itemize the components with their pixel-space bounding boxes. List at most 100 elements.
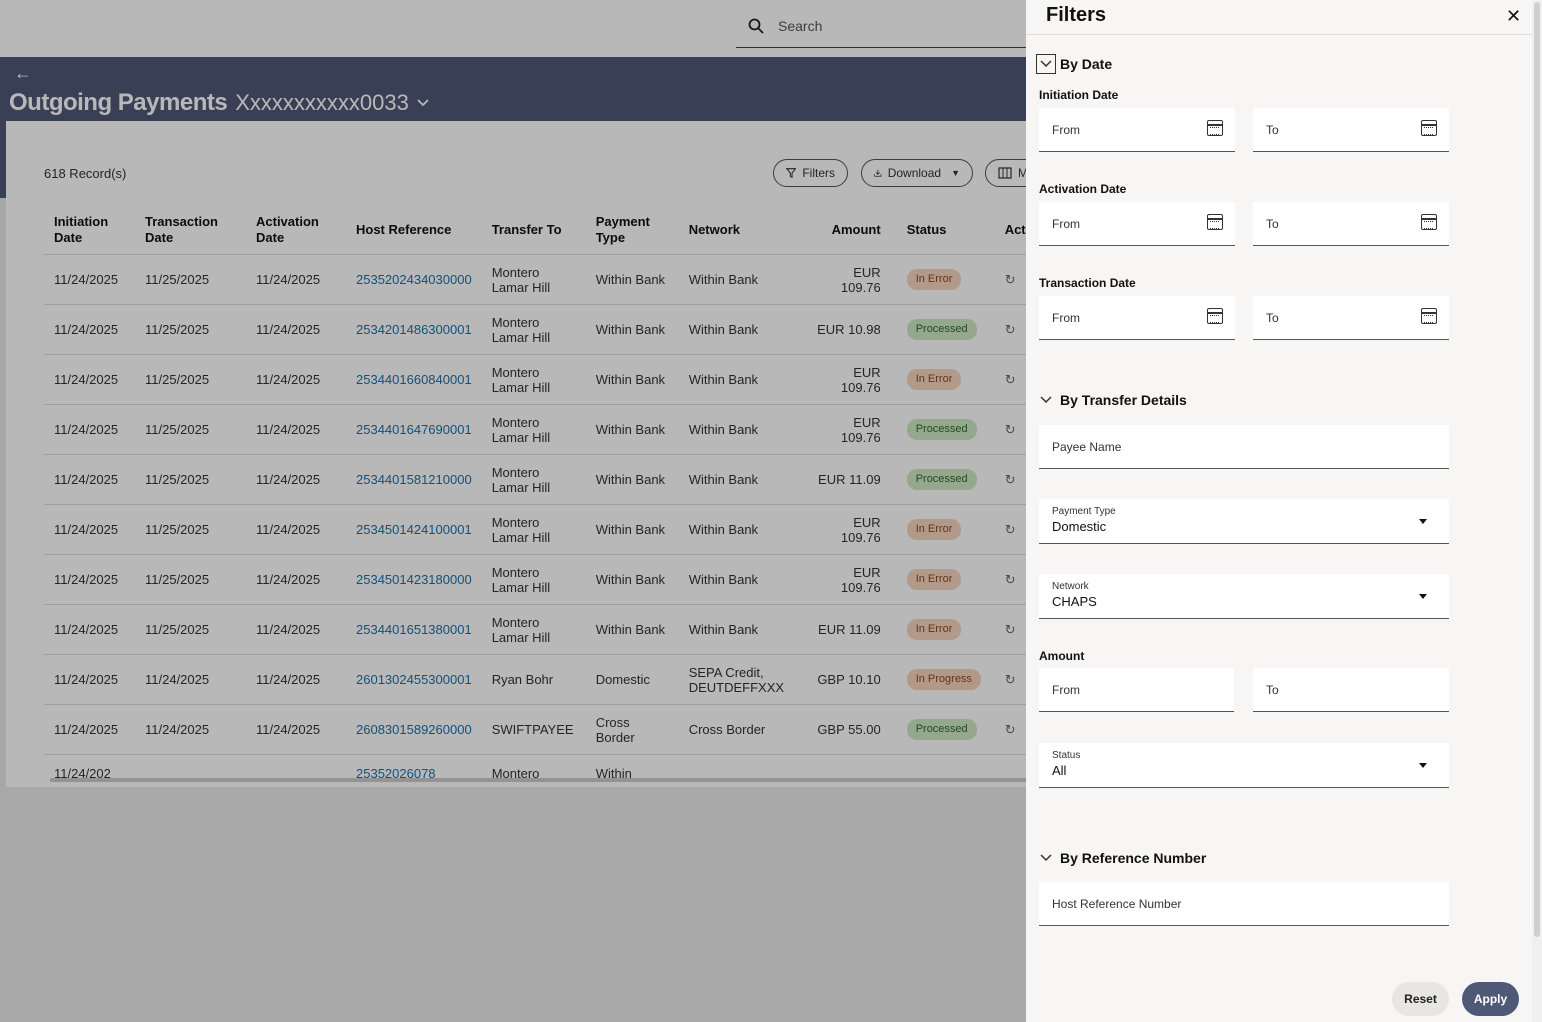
initiation-from-field[interactable]: From: [1039, 108, 1235, 152]
amount-label: Amount: [1039, 649, 1085, 663]
cell-type: Within Bank: [585, 554, 679, 605]
calendar-icon[interactable]: [1421, 214, 1437, 230]
close-icon[interactable]: ✕: [1506, 6, 1522, 26]
cell-ref[interactable]: 2534201486300001: [346, 304, 482, 355]
field-placeholder: From: [1052, 216, 1080, 231]
refresh-icon[interactable]: ↻: [1004, 372, 1016, 387]
chevron-down-icon[interactable]: [1036, 390, 1056, 410]
filters-button[interactable]: Filters: [773, 159, 848, 187]
refresh-icon[interactable]: ↻: [1004, 672, 1016, 687]
table-row[interactable]: 11/24/202 25352026078 Montero Within: [44, 754, 1036, 781]
col-amount[interactable]: Amount: [831, 222, 881, 237]
amount-from-field[interactable]: From: [1039, 668, 1234, 712]
panel-scrollbar[interactable]: [1532, 0, 1542, 1022]
transaction-from-field[interactable]: From: [1039, 296, 1235, 340]
columns-icon: [998, 167, 1012, 179]
chevron-down-icon[interactable]: [1036, 848, 1056, 868]
reset-button[interactable]: Reset: [1392, 982, 1449, 1016]
search-input[interactable]: Search: [778, 17, 823, 34]
chevron-down-icon[interactable]: [1036, 54, 1056, 74]
by-reference-section[interactable]: By Reference Number: [1036, 848, 1206, 868]
cell-ref[interactable]: 2534401647690001: [346, 404, 482, 455]
cell-ref[interactable]: 25352026078: [346, 754, 482, 781]
refresh-icon[interactable]: ↻: [1004, 722, 1016, 737]
col-transaction-date[interactable]: Transaction Date: [145, 214, 218, 245]
chevron-down-icon[interactable]: [417, 99, 429, 107]
table-body: 11/24/2025 11/25/2025 11/24/2025 2535202434…: [44, 254, 1036, 781]
initiation-to-field[interactable]: To: [1253, 108, 1449, 152]
transaction-date-label: Transaction Date: [1039, 276, 1136, 290]
col-status[interactable]: Status: [906, 222, 947, 237]
table-row[interactable]: 11/24/2025 11/25/2025 11/24/2025 2534401581…: [44, 454, 1036, 505]
table-row[interactable]: 11/24/2025 11/25/2025 11/24/2025 2535202434…: [44, 254, 1036, 305]
scrollbar-thumb[interactable]: [1534, 2, 1540, 937]
cell-status: In Error: [890, 254, 995, 305]
table-row[interactable]: 11/24/2025 11/25/2025 11/24/2025 2534501424…: [44, 504, 1036, 555]
activation-to-field[interactable]: To: [1253, 202, 1449, 246]
cell-ref[interactable]: 2534401651380001: [346, 604, 482, 655]
cell-type: Cross Border: [585, 704, 679, 755]
status-badge: In Error: [906, 369, 962, 390]
calendar-icon[interactable]: [1207, 308, 1223, 324]
table-row[interactable]: 11/24/2025 11/25/2025 11/24/2025 2534401651…: [44, 604, 1036, 655]
cell-amount: EUR 11.09: [806, 604, 891, 655]
arrow-left-icon[interactable]: ←: [14, 63, 32, 83]
cell-ref[interactable]: 2534401660840001: [346, 354, 482, 405]
table-row[interactable]: 11/24/2025 11/25/2025 11/24/2025 2534501423…: [44, 554, 1036, 605]
status-select[interactable]: Status All: [1039, 743, 1449, 788]
refresh-icon[interactable]: ↻: [1004, 322, 1016, 337]
cell-act: 11/24/2025: [246, 304, 346, 355]
cell-status: In Error: [890, 604, 995, 655]
horizontal-scrollbar[interactable]: [50, 778, 1036, 782]
table-row[interactable]: 11/24/2025 11/24/2025 11/24/2025 2601302455…: [44, 654, 1036, 705]
cell-to: Montero Lamar Hill: [481, 554, 586, 605]
download-button[interactable]: Download ▼: [861, 159, 973, 187]
refresh-icon[interactable]: ↻: [1004, 472, 1016, 487]
refresh-icon[interactable]: ↻: [1004, 622, 1016, 637]
table-row[interactable]: 11/24/2025 11/25/2025 11/24/2025 2534401647…: [44, 404, 1036, 455]
amount-to-field[interactable]: To: [1253, 668, 1449, 712]
payee-name-field[interactable]: Payee Name: [1039, 425, 1449, 469]
activation-from-field[interactable]: From: [1039, 202, 1235, 246]
cell-trans: 11/24/2025: [135, 654, 246, 705]
cell-ref[interactable]: 2534501424100001: [346, 504, 482, 555]
calendar-icon[interactable]: [1421, 120, 1437, 136]
col-host-reference[interactable]: Host Reference: [356, 222, 452, 237]
search-bar[interactable]: Search: [736, 4, 1036, 48]
cell-ref[interactable]: 2601302455300001: [346, 654, 482, 705]
col-transfer-to[interactable]: Transfer To: [491, 222, 562, 237]
refresh-icon[interactable]: ↻: [1004, 572, 1016, 587]
col-payment-type[interactable]: Payment Type: [595, 214, 650, 245]
cell-ref[interactable]: 2535202434030000: [346, 254, 482, 305]
cell-ref[interactable]: 2608301589260000: [346, 704, 482, 755]
status-badge: In Error: [906, 269, 962, 290]
cell-network: Within Bank: [678, 604, 807, 655]
refresh-icon[interactable]: ↻: [1004, 522, 1016, 537]
caret-down-icon: [1419, 594, 1427, 599]
calendar-icon[interactable]: [1207, 120, 1223, 136]
network-select[interactable]: Network CHAPS: [1039, 574, 1449, 619]
by-date-section[interactable]: By Date: [1036, 54, 1112, 74]
apply-button[interactable]: Apply: [1462, 982, 1519, 1016]
cell-ref[interactable]: 2534501423180000: [346, 554, 482, 605]
table-row[interactable]: 11/24/2025 11/24/2025 11/24/2025 2608301589…: [44, 704, 1036, 755]
table-row[interactable]: 11/24/2025 11/25/2025 11/24/2025 2534201486…: [44, 304, 1036, 355]
col-activation-date[interactable]: Activation Date: [256, 214, 319, 245]
col-network[interactable]: Network: [688, 222, 740, 237]
refresh-icon[interactable]: ↻: [1004, 272, 1016, 287]
cell-amount: GBP 10.10: [806, 654, 891, 705]
col-initiation-date[interactable]: Initiation Date: [54, 214, 109, 245]
transaction-to-field[interactable]: To: [1253, 296, 1449, 340]
payment-type-select[interactable]: Payment Type Domestic: [1039, 499, 1449, 544]
calendar-icon[interactable]: [1207, 214, 1223, 230]
by-transfer-section[interactable]: By Transfer Details: [1036, 390, 1187, 410]
table-row[interactable]: 11/24/2025 11/25/2025 11/24/2025 2534401660…: [44, 354, 1036, 405]
status-label: Status: [1052, 750, 1081, 761]
host-reference-field[interactable]: Host Reference Number: [1039, 882, 1449, 926]
refresh-icon[interactable]: ↻: [1004, 422, 1016, 437]
modal-overlay[interactable]: [0, 0, 1026, 1022]
cell-act: 11/24/2025: [246, 654, 346, 705]
cell-ref[interactable]: 2534401581210000: [346, 454, 482, 505]
calendar-icon[interactable]: [1421, 308, 1437, 324]
account-selector[interactable]: Xxxxxxxxxxx0033: [235, 90, 409, 115]
